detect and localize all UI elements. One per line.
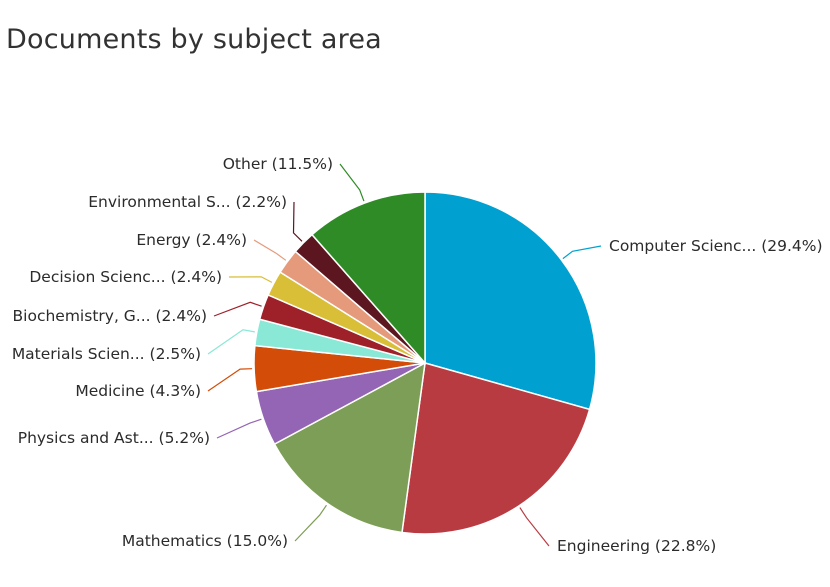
- leader-line-mathematics: [294, 504, 327, 542]
- leader-line-energy: [253, 239, 287, 261]
- leader-line-other: [339, 163, 365, 202]
- leader-line-environmental-s: [292, 201, 303, 242]
- pie-slice-mathematics[interactable]: [273, 361, 426, 534]
- labels-layer: Computer Scienc... (29.4%) Engineering (2…: [12, 155, 823, 555]
- slice-label-physics-and-ast: Physics and Ast... (5.2%): [18, 429, 210, 447]
- leader-lines-layer: [207, 163, 602, 547]
- slice-label-medicine: Medicine (4.3%): [75, 382, 201, 400]
- leader-line-materials-scien: [207, 329, 255, 355]
- leader-line-biochemistry-g: [213, 301, 262, 317]
- pie-slice-computer-scienc[interactable]: [424, 191, 597, 411]
- slice-label-decision-scienc: Decision Scienc... (2.4%): [29, 268, 222, 286]
- chart-title: Documents by subject area: [6, 24, 382, 55]
- slices-layer: [253, 191, 597, 535]
- leader-line-medicine: [207, 368, 253, 392]
- pie-slice-other[interactable]: [310, 191, 426, 365]
- slice-label-computer-scienc: Computer Scienc... (29.4%): [609, 237, 823, 255]
- slice-label-energy: Energy (2.4%): [136, 231, 247, 249]
- leader-line-computer-scienc: [562, 245, 602, 260]
- slice-label-materials-scien: Materials Scien... (2.5%): [12, 345, 201, 363]
- slice-label-engineering: Engineering (22.8%): [557, 537, 716, 555]
- slice-label-environmental-s: Environmental S... (2.2%): [88, 193, 287, 211]
- pie-slice-engineering[interactable]: [401, 362, 591, 535]
- leader-line-decision-scienc: [228, 276, 273, 283]
- leader-line-physics-and-ast: [216, 418, 262, 439]
- slice-label-biochemistry-g: Biochemistry, G... (2.4%): [13, 307, 207, 325]
- slice-label-other: Other (11.5%): [223, 155, 333, 173]
- slice-label-mathematics: Mathematics (15.0%): [122, 532, 288, 550]
- leader-line-engineering: [519, 507, 550, 547]
